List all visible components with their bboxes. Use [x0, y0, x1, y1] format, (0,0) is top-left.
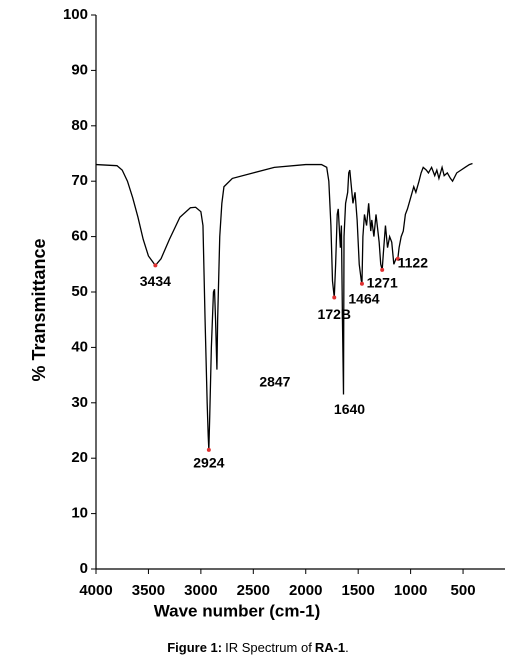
y-tick-label: 30	[71, 394, 88, 411]
y-tick-label: 100	[63, 6, 88, 23]
chart: Wave number (cm-1) % Transmittance 0 10 20…	[29, 6, 505, 620]
peak-label: 1271	[367, 275, 398, 291]
peak-marker	[332, 295, 337, 300]
caption-end: .	[345, 640, 349, 655]
spectrum-line	[95, 162, 473, 450]
y-tick-label: 80	[71, 117, 88, 134]
caption-label: Figure 1:	[167, 640, 223, 655]
x-tick-label: 500	[451, 582, 476, 599]
x-tick-label: 2000	[289, 582, 322, 599]
peak-marker	[359, 281, 364, 286]
y-tick-label: 90	[71, 61, 88, 78]
peak-marker	[153, 263, 158, 268]
x-tick-label: 4000	[79, 582, 112, 599]
x-tick-label: 1500	[341, 582, 374, 599]
caption: Figure 1: IR Spectrum of RA-1.	[0, 640, 519, 655]
peak-marker	[395, 256, 400, 261]
y-tick-label: 50	[71, 283, 88, 300]
y-tick-label: 20	[71, 449, 88, 466]
peak-label: 2847	[259, 373, 290, 389]
peak-label: 172B	[318, 306, 351, 322]
y-tick-label: 70	[71, 172, 88, 189]
x-tick-label: 2500	[237, 582, 270, 599]
peak-marker	[206, 447, 211, 452]
y-axis-title: % Transmittance	[29, 238, 49, 381]
y-tick-label: 10	[71, 505, 88, 522]
caption-sample: RA-1	[314, 640, 346, 655]
x-tick-label: 3500	[132, 582, 165, 599]
peak-label: 1464	[348, 290, 379, 306]
peak-marker	[380, 267, 385, 272]
x-tick-label: 1000	[394, 582, 427, 599]
y-tick-label: 60	[71, 228, 88, 245]
y-tick-label: 0	[80, 560, 88, 577]
caption-text: IR Spectrum of	[225, 640, 312, 655]
peak-label: 1640	[334, 401, 365, 417]
x-axis-title: Wave number (cm-1)	[154, 601, 321, 620]
peak-label: 1122	[398, 254, 429, 270]
x-tick-label: 3000	[184, 582, 217, 599]
peak-label: 3434	[140, 273, 171, 289]
y-tick-label: 40	[71, 338, 88, 355]
peak-label: 2924	[193, 455, 224, 471]
